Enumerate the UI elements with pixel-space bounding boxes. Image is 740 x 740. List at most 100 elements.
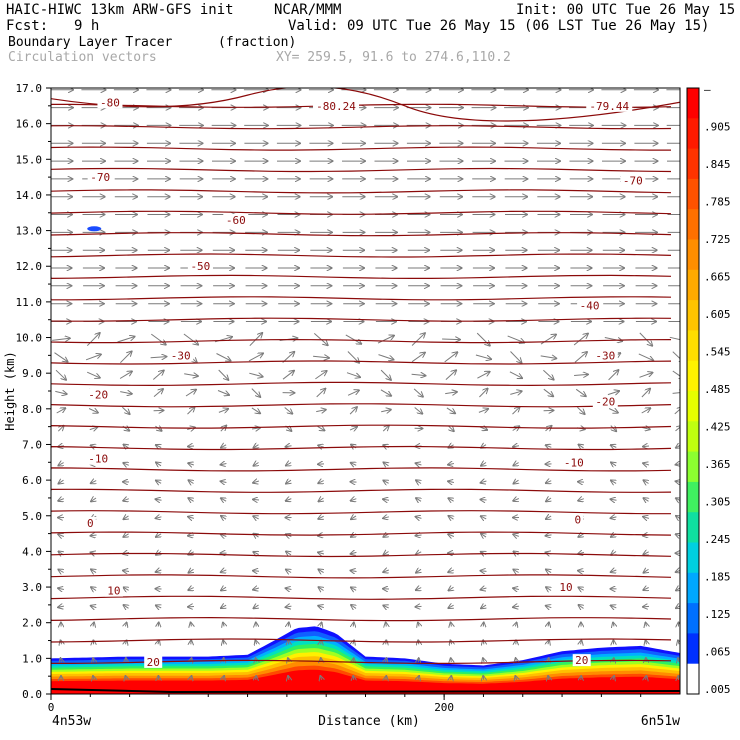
temperature-contour <box>51 488 672 493</box>
circulation-arrow <box>221 445 226 448</box>
circulation-arrow <box>416 535 422 536</box>
circulation-arrow <box>58 463 63 466</box>
contour-label-bg <box>592 395 618 408</box>
circulation-arrow <box>672 370 680 379</box>
circulation-arrow <box>413 388 423 397</box>
circulation-arrow <box>411 333 425 346</box>
contour-label: -10 <box>564 456 584 469</box>
circulation-arrow <box>481 463 486 466</box>
y-tick-label: 11.0 <box>16 296 43 309</box>
temperature-contour <box>51 253 672 258</box>
circulation-arrow <box>223 623 224 627</box>
circulation-arrow <box>218 369 229 380</box>
circulation-arrow <box>481 571 487 572</box>
y-tick-label: 4.0 <box>22 545 42 558</box>
circulation-arrow <box>117 337 135 343</box>
circulation-arrow <box>86 371 100 378</box>
circulation-arrow <box>481 516 486 519</box>
fcst-value: 9 h <box>74 18 100 34</box>
circulation-arrow <box>188 498 193 501</box>
circulation-arrow <box>286 552 291 555</box>
contour-label: -10 <box>88 453 108 466</box>
circulation-arrow <box>183 333 198 345</box>
circulation-arrow <box>223 640 224 644</box>
circulation-arrow <box>313 356 329 358</box>
colorbar-label: .785 <box>704 196 731 209</box>
circulation-arrow <box>91 481 96 484</box>
field-name: Boundary Layer Tracer <box>8 35 173 50</box>
circulation-arrow <box>675 426 680 431</box>
circulation-arrow <box>217 390 229 396</box>
circulation-arrow <box>608 370 619 381</box>
circulation-arrow <box>678 658 679 662</box>
circulation-arrow <box>418 658 419 662</box>
circulation-arrow <box>286 463 291 466</box>
circulation-arrow <box>56 408 66 414</box>
circulation-arrow <box>578 587 583 590</box>
y-tick-label: 5.0 <box>22 510 42 523</box>
circulation-arrow <box>156 534 161 537</box>
circulation-arrow <box>91 498 96 501</box>
circulation-arrow <box>58 570 63 573</box>
circulation-arrow <box>509 371 522 378</box>
circulation-arrow <box>515 676 516 680</box>
circulation-arrow <box>383 570 389 572</box>
temperature-contour <box>51 616 672 622</box>
circulation-arrow <box>156 481 161 484</box>
contour-label: -30 <box>171 349 191 362</box>
circulation-arrow <box>411 353 425 363</box>
circulation-arrow <box>288 676 289 680</box>
circulation-arrow <box>153 389 163 397</box>
circulation-arrow <box>644 569 649 572</box>
temperature-contours: -80 -80.24 -79.44 -70 -70 -60 -50 -40 -30 -30 -20 -… <box>51 88 680 669</box>
tracer-band <box>51 669 680 694</box>
circulation-arrow <box>349 407 357 415</box>
temperature-contour <box>51 531 672 536</box>
circulation-arrow <box>156 570 162 572</box>
circulation-arrow <box>613 623 614 627</box>
colorbar-label: .845 <box>704 158 731 171</box>
circulation-arrow <box>286 606 292 607</box>
circulation-arrow <box>507 335 525 343</box>
contour-label: -80.24 <box>316 100 356 113</box>
circulation-arrow <box>676 445 680 448</box>
circulation-arrow <box>540 335 556 345</box>
circulation-arrow <box>418 623 419 627</box>
circulation-arrow <box>608 409 618 413</box>
temperature-contour <box>51 638 672 643</box>
circulation-arrow <box>345 334 361 344</box>
circulation-arrow <box>91 587 96 590</box>
circulation-arrow <box>380 389 391 396</box>
contour-label-bg <box>144 655 163 668</box>
circulation-arrow <box>674 407 680 415</box>
circulation-arrow <box>546 535 552 536</box>
circulation-arrow <box>643 463 650 465</box>
circulation-arrow <box>188 588 193 591</box>
circulation-arrow <box>351 587 356 590</box>
circulation-arrow <box>448 534 454 536</box>
contour-label-bg <box>313 99 360 112</box>
circulation-arrow <box>646 640 647 644</box>
circulation-arrow <box>319 587 324 590</box>
circulation-arrow <box>548 676 549 680</box>
circulation-arrow <box>483 658 484 662</box>
circulation-arrow <box>253 499 260 500</box>
y-tick-label: 10.0 <box>16 332 43 345</box>
circulation-arrow <box>575 388 586 396</box>
contour-label: -20 <box>595 396 615 409</box>
circulation-arrow <box>386 676 387 680</box>
circulation-arrow <box>611 499 617 500</box>
left-endpoint: 4n53w <box>52 714 91 729</box>
circulation-arrow <box>543 369 553 379</box>
circulation-arrow <box>286 588 292 589</box>
circulation-arrow <box>185 390 196 397</box>
circulation-arrow <box>669 336 680 341</box>
circulation-arrow <box>411 374 426 375</box>
colorbar-label: .485 <box>704 383 731 396</box>
contour-label: -40 <box>580 299 600 312</box>
colorbar-label: .305 <box>704 496 731 509</box>
circulation-arrow <box>546 498 551 501</box>
circulation-arrow <box>55 391 66 394</box>
circulation-arrow <box>611 517 617 518</box>
circulation-arrow <box>613 676 614 680</box>
